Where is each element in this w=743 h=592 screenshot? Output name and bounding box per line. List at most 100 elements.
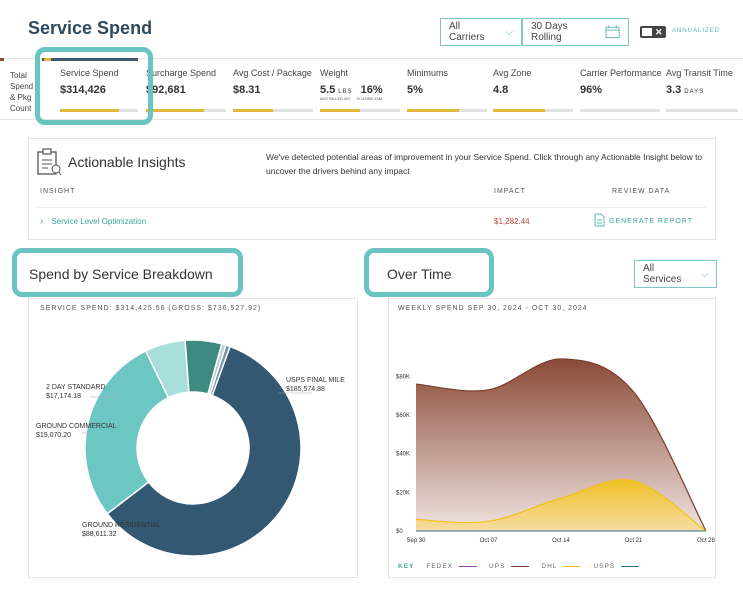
kpi-sublabel: % USING DIM — [356, 96, 383, 101]
ground-residential-value: $88,611.32 — [82, 531, 117, 538]
kpi-progress-bar — [580, 109, 660, 112]
services-dropdown[interactable]: All Services ⌵ — [634, 260, 717, 288]
y-tick-label: $40K — [396, 452, 410, 458]
kpi-label[interactable]: Carrier Performance — [580, 68, 662, 78]
chevron-down-icon: ⌵ — [700, 268, 708, 280]
kpi-label[interactable]: Service Spend — [60, 68, 119, 78]
kpi-value-number: $92,681 — [146, 84, 186, 96]
service-spend-accent — [42, 58, 138, 61]
kpi-value-unit: DAYS — [684, 89, 705, 95]
insight-row-link[interactable]: › Service Level Optimization — [40, 216, 146, 227]
close-icon: ✕ — [655, 27, 663, 37]
services-dropdown-label: All Services — [643, 263, 682, 285]
x-tick-label: Oct 28 — [697, 538, 715, 544]
kpi-progress-bar — [146, 109, 226, 112]
review-column-header: REVIEW DATA — [612, 188, 671, 195]
kpi-progress-bar — [407, 109, 487, 112]
carriers-dropdown-label: All Carriers — [449, 21, 485, 43]
legend-key: KEY — [398, 563, 415, 570]
kpi-label[interactable]: Avg Zone — [493, 68, 532, 78]
kpi-value: $8.31 — [233, 84, 261, 96]
y-tick-label: $20K — [396, 490, 410, 496]
kpi-value: $92,681 — [146, 84, 186, 96]
kpi-value-number: 96% — [580, 84, 603, 96]
series-line-ups — [415, 358, 707, 532]
annualized-label: ANNUALIZED — [672, 28, 721, 34]
x-tick-label: Oct 07 — [480, 538, 498, 544]
kpi-value: $314,426 — [60, 84, 106, 96]
usps-final-mile-label: USPS FINAL MILE $185,574.88 — [286, 376, 345, 394]
overtime-title: Over Time — [387, 266, 452, 282]
kpi-sublabel: AVG BILLED WT — [320, 96, 351, 101]
kpi-progress-bar — [320, 109, 400, 112]
spend-donut-chart — [82, 339, 312, 557]
generate-report-button[interactable]: GENERATE REPORT — [609, 218, 693, 225]
insight-impact-value: $1,282.44 — [494, 217, 530, 226]
period-selector[interactable]: 30 Days Rolling — [522, 18, 629, 46]
legend-swatch — [459, 565, 478, 568]
kpi-progress-bar — [233, 109, 313, 112]
kpi-value-number: $314,426 — [60, 84, 106, 96]
breakdown-title: Spend by Service Breakdown — [29, 266, 213, 282]
kpi-value: 3.3 DAYS — [666, 84, 704, 96]
two-day-standard-value: $17,174.18 — [46, 393, 82, 400]
two-day-standard-name: 2 DAY STANDARD — [46, 384, 106, 391]
service-spend-highlight — [35, 47, 153, 125]
kpi-value: 96% — [580, 84, 602, 96]
y-tick-label: $0 — [396, 529, 403, 535]
kpi-progress-bar — [666, 109, 738, 112]
total-spend-label[interactable]: Total Spend & Pkg Count — [10, 71, 34, 113]
kpi-value: 5% — [407, 84, 423, 96]
total-accent — [0, 58, 4, 61]
toggle-knob — [642, 28, 652, 36]
divider — [36, 207, 706, 208]
breakdown-title-highlight — [12, 248, 243, 297]
kpi-label[interactable]: Surcharge Spend — [146, 68, 217, 78]
ground-residential-name: GROUND RESIDENTIAL — [82, 522, 161, 529]
kpi-value-number: 3.3 — [666, 84, 682, 96]
legend-swatch — [563, 565, 582, 568]
insight-column-header: INSIGHT — [40, 188, 76, 195]
kpi-value-number: 4.8 — [493, 84, 509, 96]
overtime-title-highlight — [364, 248, 494, 297]
carriers-dropdown[interactable]: All Carriers ⌵ — [440, 18, 522, 46]
kpi-value: 4.8 — [493, 84, 508, 96]
breakdown-panel — [28, 298, 358, 578]
page-title: Service Spend — [28, 18, 153, 38]
kpi-label[interactable]: Avg Transit Time — [666, 68, 733, 78]
legend-item-label: USPS — [593, 563, 616, 570]
kpi-label[interactable]: Minimums — [407, 68, 449, 78]
insight-row-name: Service Level Optimization — [51, 217, 147, 226]
chevron-right-icon: › — [40, 216, 44, 227]
series-area-dhl — [416, 479, 706, 531]
kpi-label[interactable]: Weight — [320, 68, 348, 78]
report-icon[interactable] — [594, 213, 605, 227]
chevron-down-icon: ⌵ — [505, 26, 513, 38]
actionable-insights-panel — [28, 138, 716, 240]
kpi-label[interactable]: Avg Cost / Package — [233, 68, 312, 78]
kpi-progress-fill — [146, 109, 204, 112]
x-tick-label: Sep 30 — [406, 538, 426, 544]
weekly-spend-area-chart: $0 $20K $40K $60K $80K Sep 30 Oct 07 Oct 14 Oct … — [396, 358, 715, 544]
ground-residential-label: GROUND RESIDENTIAL $88,611.32 — [82, 521, 161, 539]
kpi-progress-fill — [60, 109, 119, 112]
kpi-value-secondary: 16% — [360, 84, 383, 96]
kpi-value-number: 5.5 — [320, 84, 336, 96]
legend-item-label: UPS — [489, 563, 506, 570]
legend-swatch — [621, 565, 640, 568]
donut-slice[interactable] — [209, 344, 231, 397]
kpi-value: 5.5 LBS 16% — [320, 84, 383, 96]
donut-slice[interactable] — [106, 345, 302, 557]
period-selector-label: 30 Days Rolling — [531, 21, 568, 43]
ground-commercial-label: GROUND COMMERCIAL $19,070.20 — [36, 422, 117, 440]
kpi-row — [0, 58, 743, 120]
clipboard-icon — [37, 148, 62, 176]
breakdown-subtitle: SERVICE SPEND: $314,425.56 (GROSS: $736,… — [40, 305, 262, 312]
legend-item-label: DHL — [541, 563, 558, 570]
donut-slice[interactable] — [84, 349, 170, 515]
x-tick-label: Oct 21 — [625, 538, 643, 544]
two-day-standard-label: 2 DAY STANDARD $17,174.18 — [46, 383, 106, 401]
kpi-progress-bar — [60, 109, 138, 112]
kpi-value-number: $8.31 — [233, 84, 261, 96]
chart-legend: KEY FEDEX UPS DHL USPS — [398, 563, 640, 570]
